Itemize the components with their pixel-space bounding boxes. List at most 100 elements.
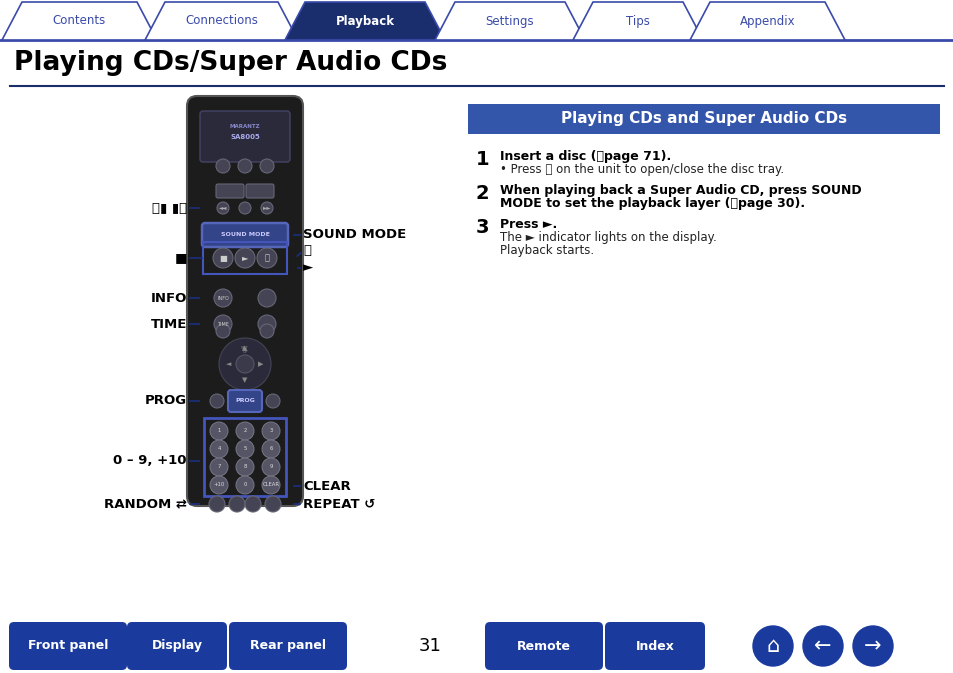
Text: Front panel: Front panel xyxy=(28,639,108,653)
Circle shape xyxy=(256,248,276,268)
Circle shape xyxy=(257,289,275,307)
Polygon shape xyxy=(2,2,157,40)
Circle shape xyxy=(262,476,280,494)
Circle shape xyxy=(752,626,792,666)
Circle shape xyxy=(210,458,228,476)
Text: 0: 0 xyxy=(243,483,247,487)
Circle shape xyxy=(210,422,228,440)
Text: 8: 8 xyxy=(243,464,247,470)
Circle shape xyxy=(213,315,232,333)
Text: ▼: ▼ xyxy=(242,377,248,383)
Polygon shape xyxy=(435,2,584,40)
Text: ▶: ▶ xyxy=(258,361,263,367)
FancyBboxPatch shape xyxy=(468,104,939,134)
Text: The ► indicator lights on the display.: The ► indicator lights on the display. xyxy=(499,231,716,244)
Circle shape xyxy=(215,159,230,173)
Circle shape xyxy=(235,422,253,440)
FancyBboxPatch shape xyxy=(200,111,290,162)
Text: ⌂: ⌂ xyxy=(765,636,779,656)
Text: TIME: TIME xyxy=(151,318,187,330)
Text: Display: Display xyxy=(152,639,202,653)
FancyBboxPatch shape xyxy=(215,184,244,198)
Text: ■: ■ xyxy=(219,254,227,262)
Text: Connections: Connections xyxy=(185,15,257,28)
Text: INFO: INFO xyxy=(151,291,187,304)
Text: • Press ⏫ on the unit to open/close the disc tray.: • Press ⏫ on the unit to open/close the … xyxy=(499,163,783,176)
Circle shape xyxy=(235,476,253,494)
Circle shape xyxy=(852,626,892,666)
Circle shape xyxy=(210,440,228,458)
Circle shape xyxy=(257,315,275,333)
Text: SET
UP: SET UP xyxy=(241,346,249,354)
FancyBboxPatch shape xyxy=(187,96,303,506)
Text: Contents: Contents xyxy=(52,15,106,28)
Circle shape xyxy=(209,496,225,512)
FancyBboxPatch shape xyxy=(202,223,288,247)
Polygon shape xyxy=(573,2,702,40)
FancyBboxPatch shape xyxy=(127,622,227,670)
Text: 4: 4 xyxy=(217,446,220,452)
Text: When playing back a Super Audio CD, press SOUND: When playing back a Super Audio CD, pres… xyxy=(499,184,861,197)
Polygon shape xyxy=(285,2,444,40)
Circle shape xyxy=(235,355,253,373)
Text: CLEAR: CLEAR xyxy=(262,483,279,487)
Text: SA8005: SA8005 xyxy=(230,134,259,140)
Text: ⏸: ⏸ xyxy=(264,254,269,262)
Circle shape xyxy=(234,248,254,268)
Text: ◄: ◄ xyxy=(226,361,232,367)
Text: 7: 7 xyxy=(217,464,220,470)
Circle shape xyxy=(261,202,273,214)
FancyBboxPatch shape xyxy=(229,622,347,670)
Text: 1: 1 xyxy=(217,429,220,433)
Circle shape xyxy=(235,440,253,458)
Circle shape xyxy=(262,422,280,440)
Circle shape xyxy=(210,476,228,494)
Text: ⏮▮ ▮⏭: ⏮▮ ▮⏭ xyxy=(152,201,187,215)
Circle shape xyxy=(210,394,224,408)
Text: CLEAR: CLEAR xyxy=(303,479,351,493)
Circle shape xyxy=(229,496,245,512)
Polygon shape xyxy=(145,2,297,40)
Circle shape xyxy=(260,159,274,173)
Text: 31: 31 xyxy=(418,637,441,655)
Circle shape xyxy=(213,289,232,307)
Text: ⏸: ⏸ xyxy=(303,244,311,258)
Text: 6: 6 xyxy=(269,446,273,452)
Circle shape xyxy=(239,202,251,214)
Circle shape xyxy=(260,324,274,338)
Text: 3: 3 xyxy=(269,429,273,433)
Text: Remote: Remote xyxy=(517,639,571,653)
Text: Tips: Tips xyxy=(625,15,649,28)
Circle shape xyxy=(219,338,271,390)
Circle shape xyxy=(262,458,280,476)
Text: MODE to set the playback layer (ⓘpage 30).: MODE to set the playback layer (ⓘpage 30… xyxy=(499,197,804,210)
Text: ►►: ►► xyxy=(262,205,271,211)
Circle shape xyxy=(216,202,229,214)
Text: 2: 2 xyxy=(476,184,489,203)
Text: 2: 2 xyxy=(243,429,247,433)
Text: ►: ► xyxy=(303,262,313,275)
FancyBboxPatch shape xyxy=(484,622,602,670)
Circle shape xyxy=(215,324,230,338)
Text: SOUND MODE: SOUND MODE xyxy=(220,232,269,238)
Text: SOUND MODE: SOUND MODE xyxy=(303,229,406,242)
Text: Appendix: Appendix xyxy=(739,15,795,28)
Text: Playback: Playback xyxy=(335,15,395,28)
Text: 9: 9 xyxy=(269,464,273,470)
Text: RANDOM ⇄: RANDOM ⇄ xyxy=(104,497,187,511)
Polygon shape xyxy=(689,2,844,40)
Circle shape xyxy=(245,496,261,512)
FancyBboxPatch shape xyxy=(246,184,274,198)
Text: Playback starts.: Playback starts. xyxy=(499,244,594,257)
Text: ◄◄: ◄◄ xyxy=(218,205,227,211)
Text: 3: 3 xyxy=(476,218,489,237)
FancyBboxPatch shape xyxy=(604,622,704,670)
FancyBboxPatch shape xyxy=(9,622,127,670)
Circle shape xyxy=(266,394,280,408)
Circle shape xyxy=(235,458,253,476)
Text: 0 – 9, +10: 0 – 9, +10 xyxy=(113,454,187,468)
Text: 5: 5 xyxy=(243,446,247,452)
Text: 1: 1 xyxy=(476,150,489,169)
Text: Settings: Settings xyxy=(485,15,534,28)
Text: ■: ■ xyxy=(174,252,187,264)
